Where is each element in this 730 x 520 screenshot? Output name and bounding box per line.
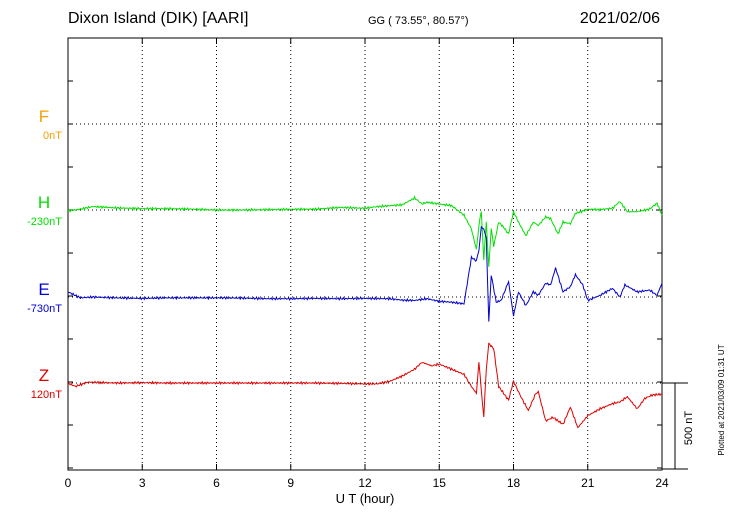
series-baseline-Z: 120nT [31, 389, 62, 401]
series-baseline-H: -230nT [27, 216, 62, 228]
x-tick-label: 12 [358, 476, 372, 490]
gridlines [68, 38, 662, 470]
series-line-E [67, 225, 663, 322]
series-line-H [67, 195, 663, 267]
geo-coordinates: GG ( 73.55°, 80.57°) [368, 15, 469, 27]
axis-ticks: 0 3 6 9 12 15 18 21 24 [65, 38, 669, 490]
plot-date: 2021/02/06 [579, 10, 660, 27]
series-line-Z [67, 342, 663, 429]
series-name-E: E [38, 280, 49, 299]
plotted-note: Plotted at 2021/03/09 01:31 UT [717, 344, 726, 455]
x-tick-label: 0 [65, 476, 72, 490]
scale-bar: 500 nT [662, 382, 695, 470]
series-baseline-F: 0nT [43, 130, 62, 142]
component-labels: F 0nT H -230nT E -730nT Z 120nT [27, 107, 62, 401]
scale-bar-label: 500 nT [683, 411, 695, 446]
x-tick-label: 15 [433, 476, 447, 490]
x-tick-label: 9 [287, 476, 294, 490]
series-name-F: F [39, 107, 49, 126]
series-name-Z: Z [39, 366, 49, 385]
x-axis-label: U T (hour) [336, 491, 395, 506]
series-baseline-E: -730nT [27, 303, 62, 315]
series-name-H: H [38, 193, 50, 212]
station-title: Dixon Island (DIK) [AARI] [68, 10, 249, 27]
x-tick-label: 24 [655, 476, 669, 490]
x-tick-label: 21 [581, 476, 595, 490]
series-layer [67, 195, 663, 429]
x-tick-label: 3 [139, 476, 146, 490]
x-tick-label: 18 [507, 476, 521, 490]
x-tick-label: 6 [213, 476, 220, 490]
